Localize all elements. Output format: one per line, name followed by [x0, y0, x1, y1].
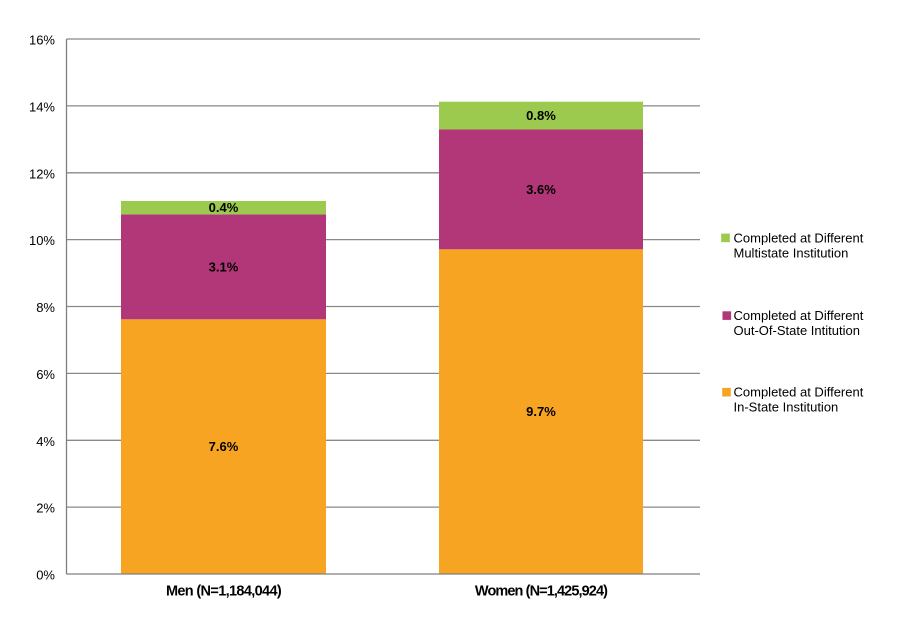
svg-text:6%: 6%	[36, 367, 55, 382]
svg-text:3.6%: 3.6%	[526, 182, 556, 197]
svg-text:Women (N=1,425,924): Women (N=1,425,924)	[475, 584, 608, 600]
svg-text:0.8%: 0.8%	[526, 108, 556, 123]
svg-text:Multistate Institution: Multistate Institution	[734, 245, 849, 260]
svg-text:0%: 0%	[36, 568, 55, 583]
svg-text:9.7%: 9.7%	[526, 404, 556, 419]
svg-text:14%: 14%	[29, 99, 55, 114]
svg-text:Out-Of-State Intitution: Out-Of-State Intitution	[734, 323, 860, 338]
svg-text:Completed at Different: Completed at Different	[734, 385, 864, 400]
svg-text:4%: 4%	[36, 434, 55, 449]
svg-text:0.4%: 0.4%	[209, 200, 239, 215]
svg-text:16%: 16%	[29, 33, 55, 48]
svg-text:7.6%: 7.6%	[209, 439, 239, 454]
svg-text:Completed at Different: Completed at Different	[734, 308, 864, 323]
svg-text:3.1%: 3.1%	[209, 260, 239, 275]
svg-text:In-State Institution: In-State Institution	[734, 400, 839, 415]
svg-text:10%: 10%	[29, 233, 55, 248]
svg-text:12%: 12%	[29, 166, 55, 181]
svg-text:2%: 2%	[36, 501, 55, 516]
svg-text:Men (N=1,184,044): Men (N=1,184,044)	[166, 584, 282, 600]
svg-text:Completed at Different: Completed at Different	[734, 230, 864, 245]
svg-text:8%: 8%	[36, 300, 55, 315]
